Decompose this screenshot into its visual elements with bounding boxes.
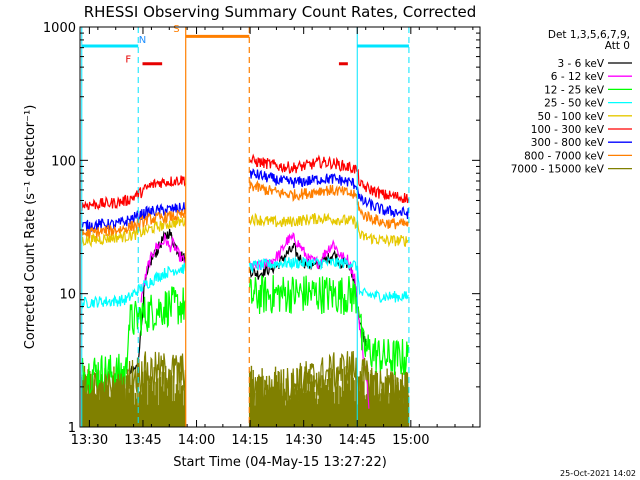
series-line-7 [249, 168, 409, 219]
x-tick-label: 13:30 [71, 433, 108, 448]
flag-label: N [139, 35, 146, 46]
legend-label: 300 - 800 keV [531, 137, 605, 149]
axes: 13:30 13:45 14:00 14:15 14:30 14:45 15:00 1 10 10… [43, 21, 480, 448]
x-tick-label: 14:30 [285, 433, 322, 448]
series-line-7 [81, 202, 186, 233]
legend-label: 800 - 7000 keV [524, 150, 605, 162]
series-line-8 [81, 209, 186, 239]
legend-label: 50 - 100 keV [537, 111, 604, 123]
legend-label: 100 - 300 keV [531, 124, 605, 136]
series-line-8 [249, 179, 409, 230]
series-line-2 [140, 232, 186, 303]
series-line-4 [81, 262, 186, 309]
series-line-3 [249, 275, 409, 376]
x-tick-label: 13:45 [124, 433, 161, 448]
y-tick-label: 1 [68, 421, 76, 436]
x-tick-label: 14:15 [231, 433, 268, 448]
timestamp: 25-Oct-2021 14:02 [560, 469, 636, 478]
plot-area: NF S [81, 24, 410, 427]
legend-label: 6 - 12 keV [551, 71, 605, 83]
series-line-9 [249, 350, 409, 411]
series-line-9 [81, 351, 186, 412]
chart-title: RHESSI Observing Summary Count Rates, Co… [84, 3, 477, 21]
y-tick-label: 100 [51, 154, 76, 169]
legend-header: Det 1,3,5,6,7,9, [548, 29, 630, 41]
legend-label: 12 - 25 keV [544, 84, 605, 96]
flag-label: S [173, 24, 179, 35]
y-axis-label: Corrected Count Rate (s⁻¹ detector⁻¹) [23, 105, 38, 350]
x-tick-label: 14:00 [178, 433, 215, 448]
legend-header: Att 0 [605, 40, 630, 52]
series-line-4 [249, 255, 409, 303]
series-line-6 [249, 153, 409, 204]
flag-label: F [125, 55, 131, 66]
series-line-5 [249, 212, 409, 248]
x-tick-label: 14:45 [339, 433, 376, 448]
x-axis-label: Start Time (04-May-15 13:27:22) [173, 455, 387, 470]
y-tick-label: 1000 [43, 21, 76, 36]
plot-frame [79, 26, 481, 428]
legend-label: 25 - 50 keV [544, 98, 605, 110]
y-tick-label: 10 [59, 288, 76, 303]
series-line-6 [81, 175, 186, 211]
x-tick-label: 15:00 [392, 433, 429, 448]
series-line-5 [81, 215, 186, 248]
legend-label: 3 - 6 keV [557, 58, 604, 70]
legend-label: 7000 - 15000 keV [511, 164, 605, 176]
